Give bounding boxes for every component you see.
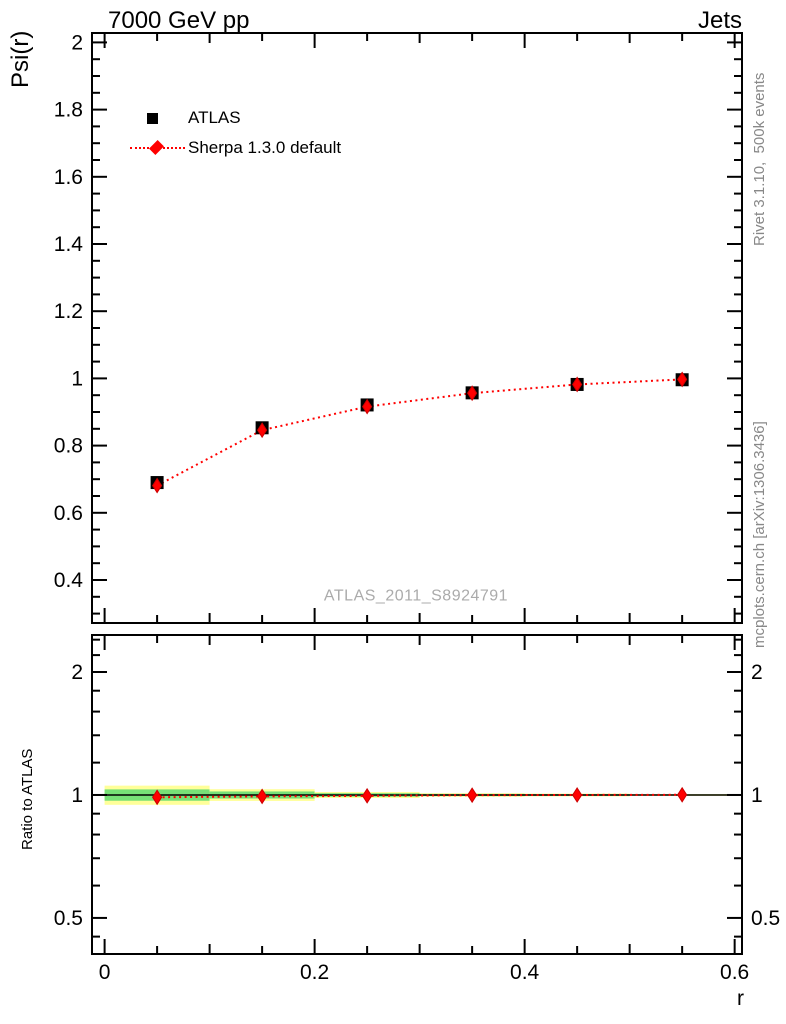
axis-tick-label: 1 bbox=[751, 784, 763, 807]
sherpa-data-point bbox=[572, 376, 583, 393]
legend-label-sherpa: Sherpa 1.3.0 default bbox=[188, 138, 342, 157]
axis-tick-label: 1 bbox=[71, 784, 83, 807]
axis-tick-label: 0.5 bbox=[751, 907, 780, 930]
y-axis-title: Psi(r) bbox=[7, 30, 34, 88]
mcplots-arxiv-caption: mcplots.cern.ch [arXiv:1306.3436] bbox=[751, 421, 768, 648]
axis-tick-label: 2 bbox=[751, 661, 763, 684]
axis-tick-label: 1.6 bbox=[54, 166, 83, 189]
axis-tick-label: 0.4 bbox=[54, 569, 84, 592]
sherpa-data-point bbox=[467, 787, 478, 804]
axis-tick-label: 0 bbox=[99, 961, 111, 984]
sherpa-data-point bbox=[677, 786, 688, 803]
sherpa-line bbox=[156, 378, 683, 487]
sherpa-data-point bbox=[362, 787, 373, 804]
axis-tick-label: 1.4 bbox=[54, 233, 84, 256]
legend-item-atlas: ATLAS bbox=[130, 103, 341, 133]
legend: ATLAS Sherpa 1.3.0 default bbox=[130, 103, 341, 163]
sherpa-data-point bbox=[572, 787, 583, 803]
axis-tick-label: 0.4 bbox=[510, 961, 540, 984]
ratio-panel-frame bbox=[91, 634, 743, 955]
axis-tick-label: 0.5 bbox=[54, 907, 83, 930]
axis-tick-label: 1 bbox=[71, 367, 83, 390]
beam-title: 7000 GeV pp bbox=[108, 7, 250, 34]
sherpa-data-point bbox=[677, 371, 688, 388]
x-axis-title: r bbox=[737, 987, 744, 1010]
main-panel-frame bbox=[91, 32, 743, 624]
rivet-version-caption: Rivet 3.1.10, 500k events bbox=[751, 72, 768, 246]
sherpa-data-point bbox=[362, 398, 373, 415]
axis-tick-label: 0.8 bbox=[54, 435, 83, 458]
sherpa-data-point bbox=[257, 788, 268, 805]
axis-tick-label: 0.6 bbox=[720, 961, 749, 984]
axis-tick-label: 1.8 bbox=[54, 99, 83, 122]
legend-label-atlas: ATLAS bbox=[188, 108, 241, 127]
axis-tick-label: 0.6 bbox=[54, 502, 83, 525]
red-diamond-dotted-line-icon bbox=[130, 133, 187, 163]
ratio-y-axis-title: Ratio to ATLAS bbox=[19, 748, 36, 850]
sherpa-data-point bbox=[152, 789, 163, 806]
sherpa-data-point bbox=[152, 477, 163, 494]
axis-tick-label: 1.2 bbox=[54, 300, 83, 323]
analysis-id-watermark: ATLAS_2011_S8924791 bbox=[323, 587, 509, 605]
sherpa-data-point bbox=[257, 422, 268, 439]
axis-tick-label: 0.2 bbox=[300, 961, 329, 984]
sherpa-data-point bbox=[467, 385, 478, 402]
black-square-marker-icon bbox=[130, 103, 187, 133]
axis-tick-label: 2 bbox=[71, 31, 83, 54]
axis-tick-label: 2 bbox=[71, 661, 83, 684]
analysis-group-title: Jets bbox=[697, 7, 742, 34]
legend-item-sherpa: Sherpa 1.3.0 default bbox=[130, 133, 341, 163]
